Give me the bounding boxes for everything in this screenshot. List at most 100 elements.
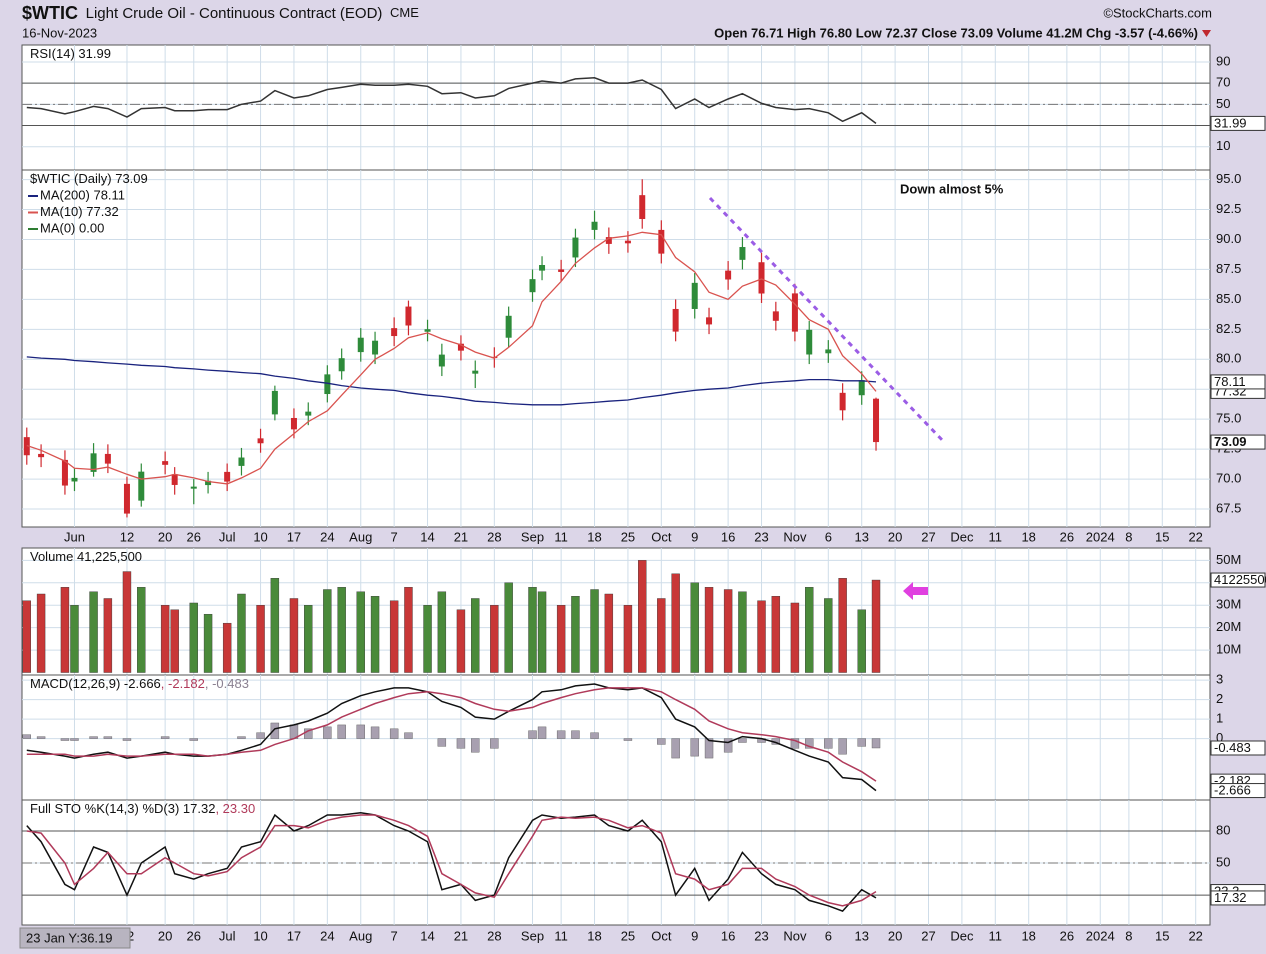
volume-bar: [504, 582, 513, 673]
y-tick-label: 95.0: [1216, 171, 1241, 186]
candle-body: [138, 471, 145, 501]
candle-body: [706, 317, 713, 325]
candle-body: [605, 237, 612, 244]
value-tag-box: [1210, 890, 1266, 906]
exchange: CME: [390, 5, 419, 20]
volume-bar: [623, 605, 633, 673]
candle-body: [171, 474, 178, 485]
volume-bar: [571, 596, 580, 673]
x-tick-label: 7: [391, 928, 398, 943]
histogram-bar: [805, 738, 814, 749]
histogram-bar: [838, 738, 847, 755]
x-tick-label: Sep: [521, 928, 544, 943]
x-tick-label: 25: [621, 928, 635, 943]
x-tick-label: Nov: [783, 529, 807, 544]
x-tick-label: 27: [921, 529, 935, 544]
panel: [21, 547, 1211, 676]
histogram-bar: [356, 724, 365, 739]
y-tick-label: 80.0: [1216, 351, 1241, 366]
candle-body: [472, 370, 479, 374]
candle-body: [357, 337, 364, 353]
x-tick-label: 18: [1021, 529, 1035, 544]
panel-legend: MACD(12,26,9) -2.666, -2.182, -0.483: [30, 676, 249, 691]
x-tick-label: 26: [187, 928, 201, 943]
x-tick-label: 27: [921, 928, 935, 943]
candle-body: [758, 262, 765, 294]
volume-bar: [60, 587, 70, 673]
panel-legend: $WTIC (Daily) 73.09: [30, 171, 148, 186]
volume-bar: [790, 602, 800, 673]
histogram-bar: [623, 738, 633, 741]
legend-entry: MA(0) 0.00: [40, 220, 104, 235]
quote: Open 76.71 High 76.80 Low 72.37 Close 73…: [714, 25, 1198, 40]
volume-bar: [423, 605, 432, 673]
volume-bar: [356, 591, 365, 673]
panel-legend: Volume 41,225,500: [30, 549, 142, 564]
volume-bar: [556, 605, 566, 673]
symbol: $WTIC: [22, 3, 78, 23]
histogram-bar: [528, 730, 537, 739]
candle-body: [457, 343, 464, 351]
x-tick-label: 11: [989, 928, 1003, 943]
candle-body: [539, 265, 546, 271]
value-tag: 41225500: [1214, 572, 1266, 587]
volume-bar: [337, 587, 346, 673]
histogram-bar: [36, 736, 46, 739]
volume-bar: [22, 600, 31, 673]
candle-body: [839, 392, 846, 411]
volume-bar: [805, 587, 814, 673]
x-tick-label: 12: [120, 529, 134, 544]
y-tick-label: 70.0: [1216, 471, 1241, 486]
volume-bar: [671, 573, 680, 673]
legend-part: , 23.30: [215, 801, 255, 816]
volume-bar: [256, 605, 265, 673]
indicator-line: [26, 687, 877, 782]
histogram-bar: [89, 736, 98, 739]
histogram-bar: [323, 726, 332, 739]
candle-body: [424, 329, 431, 332]
histogram-bar: [122, 738, 132, 741]
volume-bar: [222, 622, 232, 673]
source: ©StockCharts.com: [1103, 5, 1212, 20]
volume-bar: [604, 593, 614, 673]
x-tick-label: 21: [454, 529, 468, 544]
arrow: [903, 582, 928, 600]
volume-bar: [323, 589, 332, 673]
candle-body: [391, 328, 398, 337]
histogram-bar: [60, 738, 70, 741]
candle-body: [162, 461, 169, 465]
histogram-bar: [590, 732, 599, 739]
x-tick-label: 23: [754, 529, 768, 544]
y-tick-label: 70: [1216, 75, 1230, 90]
volume-bar: [237, 593, 246, 673]
volume-bar: [304, 605, 313, 673]
x-tick-label: 15: [1155, 529, 1169, 544]
histogram-bar: [270, 722, 280, 739]
x-tick-label: 10: [253, 529, 267, 544]
volume-bar: [704, 587, 714, 673]
x-tick-label: 26: [187, 529, 201, 544]
legend-main: $WTIC (Daily) 73.09: [30, 171, 148, 186]
moving-average: [26, 231, 877, 485]
candle-body: [672, 308, 679, 332]
y-tick-label: 50M: [1216, 552, 1241, 567]
value-tag-box: [1210, 374, 1266, 390]
value-tag: 31.99: [1214, 115, 1247, 130]
candle-body: [305, 411, 312, 416]
panel-legend: RSI(14) 31.99: [30, 46, 111, 61]
x-tick-label: Sep: [521, 529, 544, 544]
panel: [21, 674, 1211, 801]
volume-bar: [89, 591, 98, 673]
chart-title: $WTIC Light Crude Oil - Continuous Contr…: [22, 3, 419, 23]
candle-body: [23, 437, 30, 456]
legend-entry: MA(200) 78.11: [40, 187, 125, 202]
x-tick-label: 11: [554, 928, 568, 943]
candle-body: [238, 457, 245, 466]
value-tag-box: [1210, 115, 1266, 131]
histogram-bar: [256, 732, 265, 739]
crosshair-box: [19, 927, 131, 949]
x-tick-label: 14: [420, 928, 434, 943]
legend-main: RSI(14) 31.99: [30, 46, 111, 61]
volume-bar: [370, 596, 380, 673]
